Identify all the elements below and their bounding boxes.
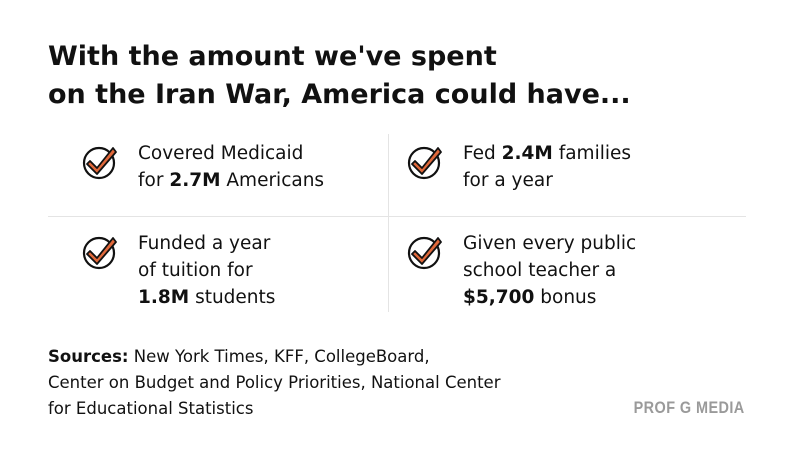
item-highlight: 2.7M [169,170,221,191]
item-line: Given every public [463,230,636,257]
item-segment: school teacher a [463,260,617,281]
item-segment: families [552,143,632,164]
check-mark [411,237,442,265]
item-segment: Americans [220,170,325,191]
item-line: school teacher a [463,257,636,284]
source-text: Center on Budget and Policy Priorities, … [48,373,501,392]
source-text: for Educational Statistics [48,399,254,418]
item-segment: for a year [463,170,553,191]
item-text: Covered Medicaid for 2.7M Americans [138,140,324,194]
check-icon [407,146,442,180]
check-mark [86,237,117,265]
title: With the amount we've spent on the Iran W… [48,38,631,114]
item-highlight: $5,700 [463,287,535,308]
item-segment: of tuition for [138,260,253,281]
brand: PROF G MEDIA [633,398,745,417]
item-highlight: 1.8M [138,287,190,308]
divider-horizontal [48,216,746,217]
source-line: Sources: New York Times, KFF, CollegeBoa… [48,344,500,370]
item-segment: bonus [534,287,597,308]
item-segment: Fed [463,143,502,164]
source-text: New York Times, KFF, CollegeBoard, [128,347,430,366]
item-line: $5,700 bonus [463,284,636,311]
check-mark [86,147,117,175]
item-text: Funded a year of tuition for 1.8M students [138,230,275,311]
item-segment: Covered Medicaid [138,143,304,164]
title-line: on the Iran War, America could have... [48,79,631,110]
item-segment: for [138,170,170,191]
check-icon [82,236,117,270]
divider-vertical [388,134,389,312]
item-segment: Funded a year [138,233,271,254]
source-line: Center on Budget and Policy Priorities, … [48,370,500,396]
sources-label: Sources: [48,347,129,366]
item-segment: Given every public [463,233,637,254]
sources: Sources: New York Times, KFF, CollegeBoa… [48,344,500,422]
item-line: for a year [463,167,631,194]
item-text: Fed 2.4M families for a year [463,140,631,194]
source-line: for Educational Statistics [48,396,500,422]
item-line: Funded a year [138,230,275,257]
check-icon [82,146,117,180]
item-line: Covered Medicaid [138,140,324,167]
check-icon [407,236,442,270]
item-line: 1.8M students [138,284,275,311]
check-mark [411,147,442,175]
item-line: of tuition for [138,257,275,284]
item-highlight: 2.4M [501,143,553,164]
item-text: Given every public school teacher a $5,700… [463,230,636,311]
item-line: Fed 2.4M families [463,140,631,167]
item-line: for 2.7M Americans [138,167,324,194]
title-line: With the amount we've spent [48,41,497,72]
item-segment: students [189,287,276,308]
